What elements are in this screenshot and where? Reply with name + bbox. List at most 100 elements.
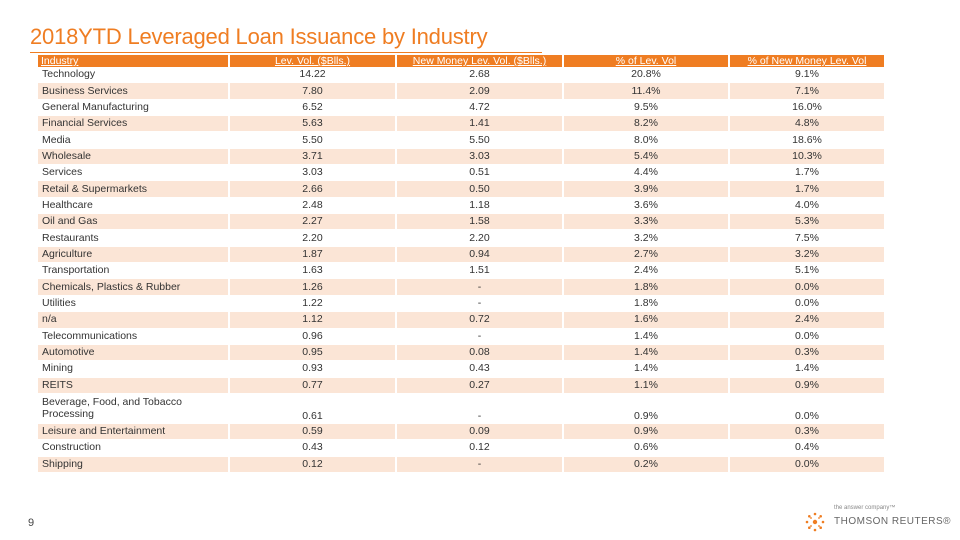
value-cell: 3.2% bbox=[564, 230, 730, 247]
value-cell: 1.26 bbox=[230, 279, 397, 296]
industry-cell: Services bbox=[38, 165, 230, 182]
table-row: Wholesale 3.71 3.03 5.4% 10.3% bbox=[38, 148, 886, 166]
table-row: Healthcare 2.48 1.18 3.6% 4.0% bbox=[38, 197, 886, 215]
value-cell: 4.0% bbox=[730, 197, 886, 215]
column-header: Industry bbox=[38, 55, 230, 67]
value-cell: 0.72 bbox=[397, 312, 564, 329]
value-cell: 0.2% bbox=[564, 456, 730, 473]
industry-cell: Agriculture bbox=[38, 246, 230, 264]
value-cell: 1.1% bbox=[564, 377, 730, 394]
value-cell: 10.3% bbox=[730, 148, 886, 166]
value-cell: 2.20 bbox=[397, 230, 564, 247]
table-row: Shipping 0.12-0.2% 0.0% bbox=[38, 456, 886, 473]
value-cell: 1.87 bbox=[230, 246, 397, 264]
value-cell: - bbox=[397, 393, 564, 424]
value-cell: 0.6% bbox=[564, 440, 730, 457]
value-cell: 0.95 bbox=[230, 344, 397, 362]
header-row: Industry Lev. Vol. ($Blls.) New Money Le… bbox=[38, 55, 886, 67]
value-cell: 2.68 bbox=[397, 67, 564, 84]
table-row: Utilities 1.22-1.8% 0.0% bbox=[38, 295, 886, 313]
value-cell: 0.09 bbox=[397, 423, 564, 441]
brand-block: the answer company™ THOMSON REUTERS® bbox=[804, 505, 951, 535]
value-cell: 5.3% bbox=[730, 214, 886, 231]
value-cell: 1.4% bbox=[730, 361, 886, 378]
value-cell: 5.50 bbox=[230, 132, 397, 149]
value-cell: 8.2% bbox=[564, 116, 730, 133]
table-row: Automotive 0.95 0.08 1.4% 0.3% bbox=[38, 344, 886, 362]
page-number: 9 bbox=[28, 517, 35, 529]
industry-cell: Transportation bbox=[38, 263, 230, 280]
value-cell: 2.7% bbox=[564, 246, 730, 264]
table-row: Chemicals, Plastics & Rubber 1.26-1.8% 0.0… bbox=[38, 279, 886, 296]
value-cell: 0.9% bbox=[730, 377, 886, 394]
industry-cell: Leisure and Entertainment bbox=[38, 423, 230, 441]
industry-cell: Telecommunications bbox=[38, 328, 230, 345]
table-row: Mining 0.93 0.43 1.4% 1.4% bbox=[38, 361, 886, 378]
value-cell: 2.4% bbox=[730, 312, 886, 329]
value-cell: 0.9% bbox=[564, 423, 730, 441]
value-cell: 5.50 bbox=[397, 132, 564, 149]
industry-cell: Financial Services bbox=[38, 116, 230, 133]
value-cell: 1.58 bbox=[397, 214, 564, 231]
industry-cell: Beverage, Food, and Tobacco Processing bbox=[38, 393, 230, 424]
value-cell: 9.5% bbox=[564, 99, 730, 117]
table-row: REITS 0.77 0.27 1.1% 0.9% bbox=[38, 377, 886, 394]
value-cell: 16.0% bbox=[730, 99, 886, 117]
value-cell: 11.4% bbox=[564, 83, 730, 100]
industry-cell: Chemicals, Plastics & Rubber bbox=[38, 279, 230, 296]
table-row: Telecommunications 0.96-1.4% 0.0% bbox=[38, 328, 886, 345]
industry-cell: Media bbox=[38, 132, 230, 149]
table-row: Media 5.50 5.50 8.0% 18.6% bbox=[38, 132, 886, 149]
value-cell: 3.03 bbox=[230, 165, 397, 182]
value-cell: 5.4% bbox=[564, 148, 730, 166]
value-cell: 0.0% bbox=[730, 279, 886, 296]
value-cell: 7.80 bbox=[230, 83, 397, 100]
value-cell: 1.22 bbox=[230, 295, 397, 313]
value-cell: 1.63 bbox=[230, 263, 397, 280]
thomson-reuters-logo-icon bbox=[805, 512, 825, 532]
title-underline bbox=[30, 52, 542, 53]
table-row: Construction 0.43 0.12 0.6% 0.4% bbox=[38, 440, 886, 457]
industry-cell: Mining bbox=[38, 361, 230, 378]
industry-cell: Technology bbox=[38, 67, 230, 84]
value-cell: 0.12 bbox=[397, 440, 564, 457]
value-cell: 0.08 bbox=[397, 344, 564, 362]
value-cell: 0.61 bbox=[230, 393, 397, 424]
table-row: Services 3.03 0.51 4.4% 1.7% bbox=[38, 165, 886, 182]
value-cell: 1.18 bbox=[397, 197, 564, 215]
value-cell: 2.09 bbox=[397, 83, 564, 100]
value-cell: 0.3% bbox=[730, 344, 886, 362]
value-cell: 0.50 bbox=[397, 181, 564, 198]
value-cell: 20.8% bbox=[564, 67, 730, 84]
value-cell: 2.66 bbox=[230, 181, 397, 198]
value-cell: 0.4% bbox=[730, 440, 886, 457]
brand-name: THOMSON REUTERS® bbox=[834, 516, 952, 527]
value-cell: 0.3% bbox=[730, 423, 886, 441]
table-row: n/a 1.12 0.72 1.6% 2.4% bbox=[38, 312, 886, 329]
value-cell: 4.72 bbox=[397, 99, 564, 117]
value-cell: 1.6% bbox=[564, 312, 730, 329]
brand-tagline: the answer company™ bbox=[834, 505, 896, 511]
value-cell: 1.4% bbox=[564, 344, 730, 362]
industry-cell: Automotive bbox=[38, 344, 230, 362]
value-cell: 2.20 bbox=[230, 230, 397, 247]
value-cell: 0.0% bbox=[730, 328, 886, 345]
value-cell: 0.12 bbox=[230, 456, 397, 473]
table-row: Retail & Supermarkets 2.66 0.50 3.9% 1.7% bbox=[38, 181, 886, 198]
value-cell: 6.52 bbox=[230, 99, 397, 117]
value-cell: 3.9% bbox=[564, 181, 730, 198]
value-cell: 1.7% bbox=[730, 165, 886, 182]
value-cell: 0.27 bbox=[397, 377, 564, 394]
table-row: Agriculture 1.87 0.94 2.7% 3.2% bbox=[38, 246, 886, 264]
value-cell: 1.4% bbox=[564, 328, 730, 345]
industry-cell: Retail & Supermarkets bbox=[38, 181, 230, 198]
value-cell: 1.8% bbox=[564, 279, 730, 296]
column-header: New Money Lev. Vol. ($Blls.) bbox=[397, 55, 564, 67]
value-cell: 0.94 bbox=[397, 246, 564, 264]
value-cell: 3.2% bbox=[730, 246, 886, 264]
value-cell: 0.9% bbox=[564, 393, 730, 424]
column-header: % of New Money Lev. Vol bbox=[730, 55, 886, 67]
value-cell: 0.51 bbox=[397, 165, 564, 182]
value-cell: 0.96 bbox=[230, 328, 397, 345]
value-cell: 1.8% bbox=[564, 295, 730, 313]
